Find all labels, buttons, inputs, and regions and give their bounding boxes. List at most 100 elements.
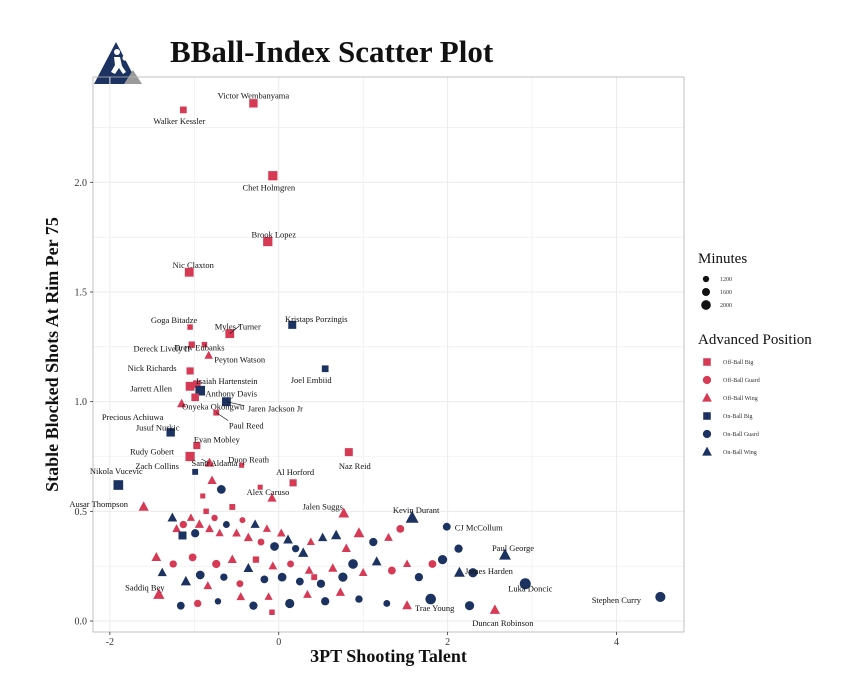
scatter-point xyxy=(176,601,185,610)
scatter-point xyxy=(291,544,300,553)
point-label: Jalen Suggs xyxy=(303,502,343,512)
point-label: Nick Richards xyxy=(128,363,177,373)
axis-ticks: -2 0 2 4 0.0 0.5 1.0 1.5 2.0 xyxy=(75,178,619,648)
scatter-point xyxy=(188,553,197,562)
scatter-point xyxy=(316,579,326,588)
y-tick-label: 2.0 xyxy=(75,178,88,189)
point-label: Paul Reed xyxy=(229,421,264,431)
point-label: Kevin Durant xyxy=(393,505,440,515)
point-labels: Victor Wembanyama Walker Kessler Chet Holm… xyxy=(69,90,641,628)
scatter-point xyxy=(331,529,342,540)
scatter-point xyxy=(328,563,338,572)
scatter-point xyxy=(249,99,258,108)
scatter-point xyxy=(257,538,265,546)
scatter-point xyxy=(264,592,273,600)
point-label: Stephen Curry xyxy=(592,595,642,605)
point-label: Duncan Robinson xyxy=(472,618,534,628)
scatter-point xyxy=(383,600,391,607)
scatter-point xyxy=(243,532,253,542)
scatter-point xyxy=(250,519,260,528)
scatter-point xyxy=(236,580,244,588)
x-tick-label: -2 xyxy=(106,637,114,648)
scatter-point xyxy=(338,507,350,518)
scatter-point xyxy=(203,581,213,590)
scatter-point xyxy=(268,561,278,570)
scatter-point xyxy=(454,544,463,553)
y-tick-label: 1.0 xyxy=(75,397,88,408)
scatter-point xyxy=(335,587,345,596)
scatter-point xyxy=(193,441,201,450)
scatter-point xyxy=(318,532,328,542)
label-leader-line xyxy=(216,412,229,421)
point-label: Drew Eubanks xyxy=(174,343,224,353)
point-label: Santi Aldama xyxy=(191,458,237,468)
legend-position-marker xyxy=(703,358,711,366)
scatter-point xyxy=(321,597,330,606)
scatter-point xyxy=(178,531,187,540)
scatter-point xyxy=(499,548,511,560)
point-label: Zach Collins xyxy=(135,461,179,471)
scatter-point xyxy=(195,385,206,396)
y-tick-label: 0.0 xyxy=(75,617,88,628)
scatter-point xyxy=(468,568,478,578)
scatter-point xyxy=(289,479,297,487)
scatter-point xyxy=(403,559,412,567)
legend-position-marker xyxy=(702,375,712,385)
scatter-point xyxy=(207,475,217,485)
scatter-point xyxy=(283,534,293,544)
scatter-point xyxy=(276,528,286,537)
scatter-point xyxy=(358,567,368,576)
data-points xyxy=(113,99,666,615)
x-axis-title: 3PT Shooting Talent xyxy=(310,646,467,666)
scatter-point xyxy=(428,560,437,568)
chart-title: BBall-Index Scatter Plot xyxy=(170,34,494,69)
point-label: Alex Caruso xyxy=(247,487,290,497)
scatter-point xyxy=(200,493,206,499)
scatter-point xyxy=(353,527,365,538)
scatter-point xyxy=(203,508,209,515)
legend-position-marker xyxy=(702,429,712,439)
point-label: Walker Kessler xyxy=(153,116,205,126)
legend-position-marker xyxy=(703,412,711,420)
point-label: Kristaps Porzingis xyxy=(285,314,348,324)
scatter-point xyxy=(425,593,437,605)
point-label: Precious Achiuwa xyxy=(102,412,164,422)
scatter-point xyxy=(225,329,235,339)
scatter-point xyxy=(195,570,205,580)
point-label: Onyeka Okongwu xyxy=(182,401,245,411)
point-label: Chet Holmgren xyxy=(243,183,296,193)
scatter-point xyxy=(205,524,214,533)
scatter-point xyxy=(212,559,221,569)
scatter-point xyxy=(268,171,278,181)
scatter-point xyxy=(270,542,279,551)
scatter-point xyxy=(243,562,254,572)
label-leader-line xyxy=(229,325,240,334)
scatter-point xyxy=(262,524,271,532)
scatter-point xyxy=(257,484,263,490)
scatter-point xyxy=(169,560,177,568)
point-label: Luka Doncic xyxy=(508,584,552,594)
point-label: Naz Reid xyxy=(339,461,372,471)
scatter-point xyxy=(263,236,273,247)
legend-size-marker xyxy=(702,288,710,296)
x-tick-label: 0 xyxy=(276,637,281,648)
scatter-point xyxy=(387,566,396,575)
scatter-point xyxy=(185,381,195,391)
scatter-point xyxy=(252,556,260,563)
scatter-point xyxy=(348,559,358,569)
point-label: Nikola Vucevic xyxy=(90,466,143,476)
legend-size-label: 2000 xyxy=(720,303,732,309)
scatter-point xyxy=(239,517,246,524)
y-tick-label: 0.5 xyxy=(75,507,88,518)
scatter-point xyxy=(396,524,405,533)
scatter-point xyxy=(180,575,192,586)
scatter-point xyxy=(221,397,231,407)
scatter-point xyxy=(204,350,213,359)
scatter-point xyxy=(184,267,194,277)
legend: Minutes 1200 1600 2000 Advanced Position Off-… xyxy=(698,251,812,456)
scatter-point xyxy=(138,501,149,511)
scatter-point xyxy=(151,552,162,562)
scatter-point xyxy=(321,365,329,373)
scatter-point xyxy=(201,341,208,348)
point-label: Brook Lopez xyxy=(251,230,296,240)
